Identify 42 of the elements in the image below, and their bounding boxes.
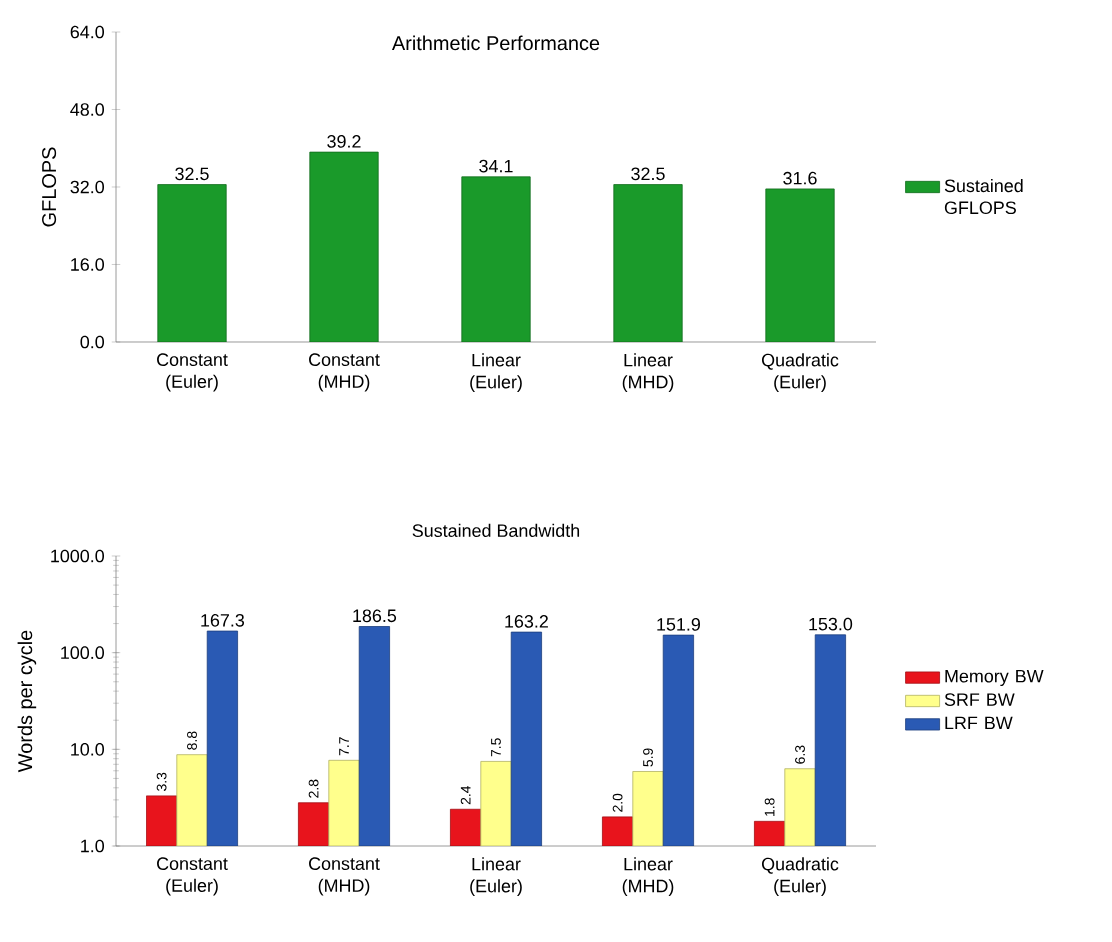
data-label: 151.9 — [657, 618, 700, 631]
x-tick-label: Quadratic (Euler) — [761, 857, 839, 896]
y-tick-label: 0.0 — [80, 335, 105, 349]
x-tick-label: Linear (Euler) — [470, 353, 522, 392]
legend-label: Sustained GFLOPS — [944, 179, 1023, 215]
x-tick-label: Constant (Euler) — [157, 857, 228, 896]
bar — [157, 184, 227, 342]
y-tick-label: 1.0 — [81, 839, 105, 853]
data-label: 34.1 — [479, 159, 513, 173]
y-tick-label: 32.0 — [70, 180, 105, 194]
chart-title: Sustained Bandwidth — [412, 523, 580, 538]
x-tick-label: Linear (MHD) — [622, 353, 674, 392]
x-tick-label: Constant (Euler) — [157, 353, 228, 392]
data-label: 31.6 — [783, 171, 817, 185]
data-label: 163.2 — [505, 615, 548, 628]
x-tick-label: Constant (MHD) — [309, 857, 380, 896]
data-label: 39.2 — [327, 135, 361, 148]
data-label: 186.5 — [353, 609, 397, 623]
legend-label: Memory BW — [945, 669, 1044, 686]
x-tick-label: Linear (Euler) — [470, 857, 522, 896]
bar — [309, 151, 379, 342]
bar — [461, 176, 531, 342]
chart-title: Arithmetic Performance — [391, 35, 600, 51]
y-tick-label: 64.0 — [70, 25, 105, 39]
y-axis-title: Words per cycle — [17, 630, 37, 773]
data-label: 32.5 — [631, 167, 665, 181]
data-label: 153.0 — [809, 617, 853, 631]
y-tick-label: 1000.0 — [51, 549, 105, 563]
x-tick-label: Quadratic (Euler) — [761, 353, 839, 392]
x-tick-label: Linear (MHD) — [622, 857, 674, 896]
y-tick-label: 10.0 — [71, 742, 105, 756]
legend-label: LRF BW — [945, 716, 1013, 730]
bar — [613, 184, 683, 342]
y-tick-label: 48.0 — [70, 103, 105, 116]
y-tick-label: 16.0 — [71, 258, 105, 271]
bar — [765, 188, 835, 342]
legend-label: SRF BW — [944, 693, 1015, 706]
data-label: 167.3 — [201, 613, 245, 627]
data-label: 32.5 — [175, 167, 209, 181]
x-tick-label: Constant (MHD) — [309, 353, 380, 392]
y-axis-title: GFLOPS — [42, 147, 57, 227]
y-tick-label: 100.0 — [61, 646, 105, 660]
